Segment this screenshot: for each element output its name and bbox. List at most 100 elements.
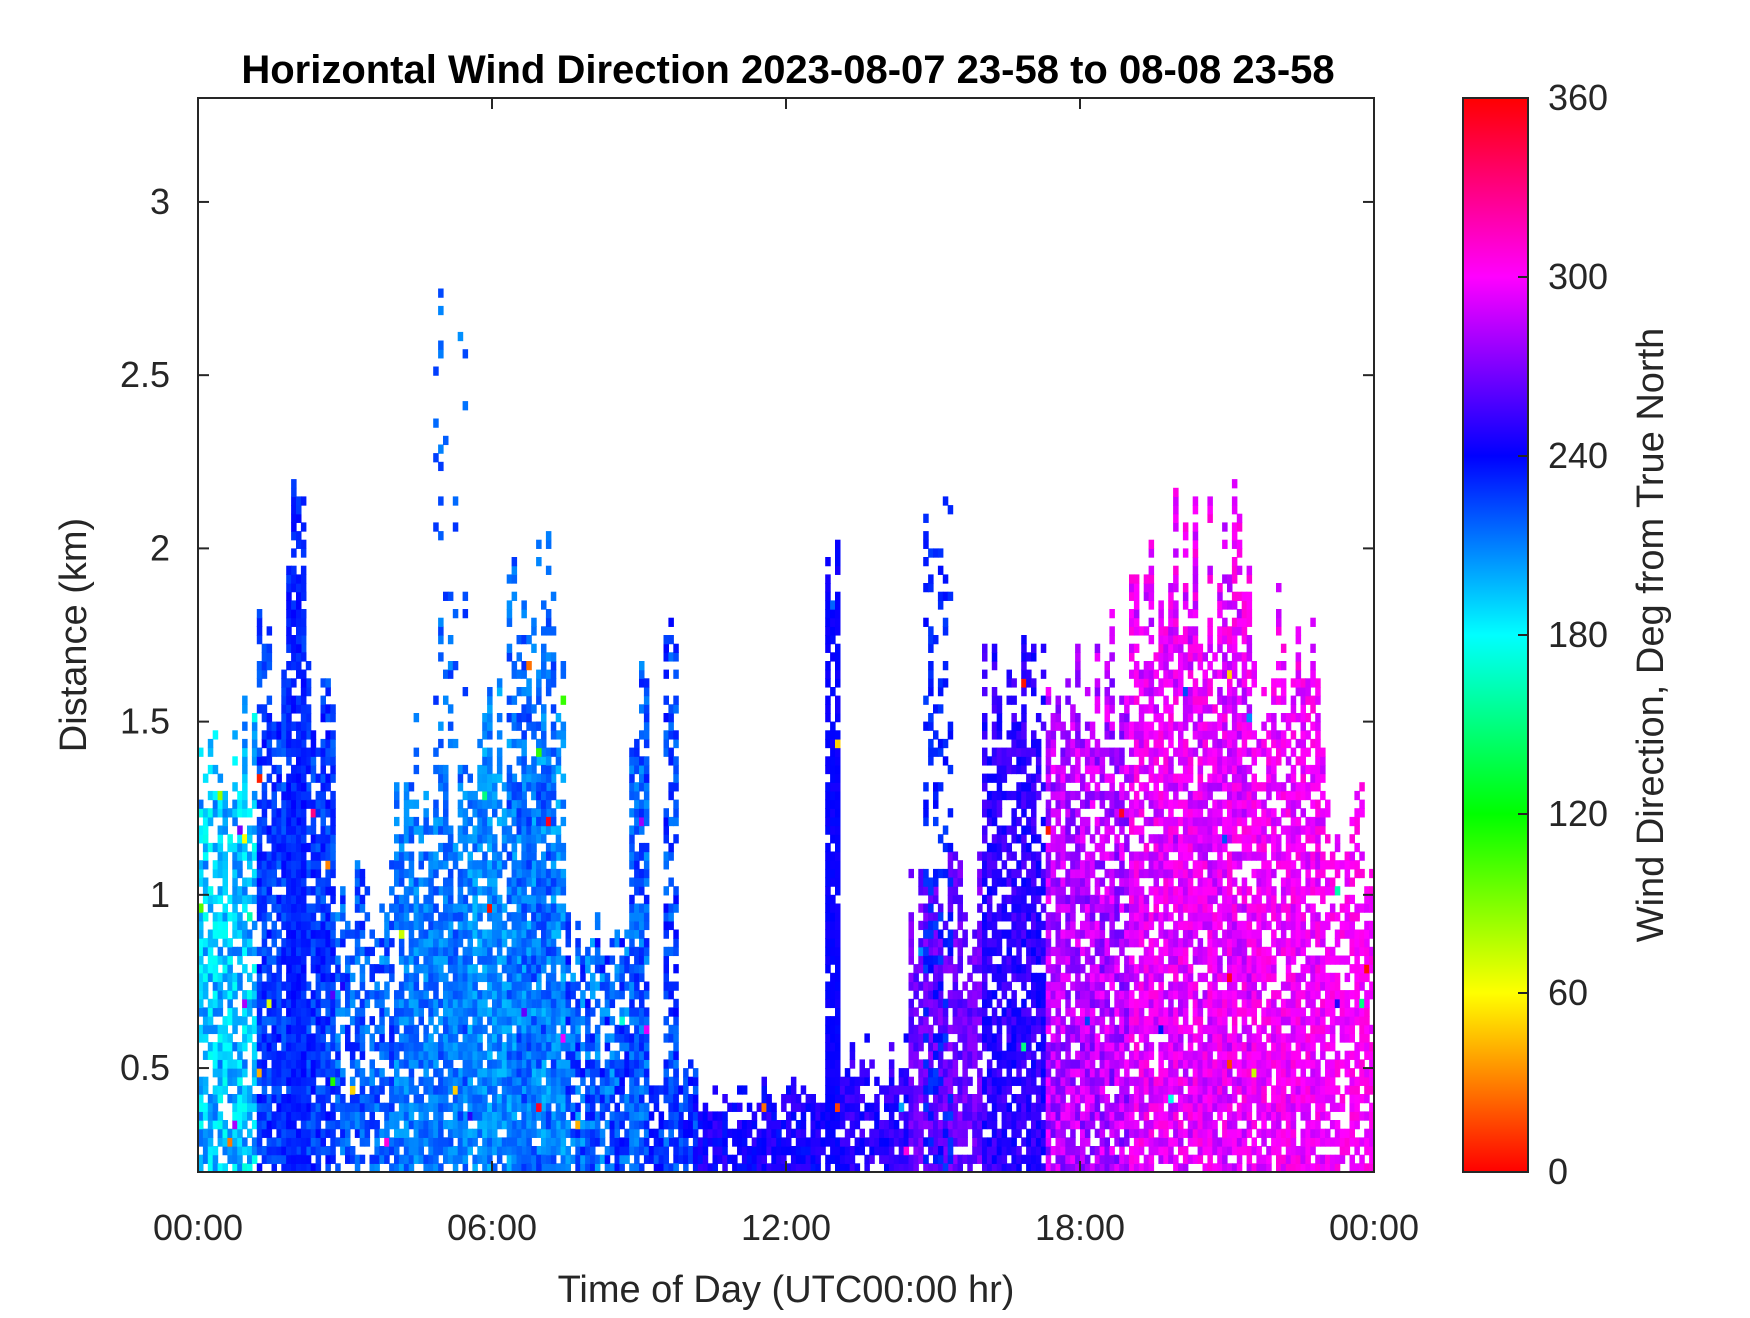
heatmap-cell-3526 xyxy=(614,1154,620,1164)
heatmap-cell-2322 xyxy=(482,1163,488,1173)
heatmap-cell-1503 xyxy=(359,964,366,974)
heatmap-cell-586 xyxy=(276,1068,282,1078)
heatmap-cell-4674 xyxy=(947,894,954,905)
heatmap-cell-1792 xyxy=(418,1146,424,1156)
heatmap-cell-4538 xyxy=(923,990,929,1000)
heatmap-cell-107 xyxy=(212,1024,219,1035)
heatmap-cell-2979 xyxy=(560,1068,567,1078)
heatmap-cell-1924 xyxy=(438,1111,444,1121)
heatmap-cell-3983 xyxy=(717,1137,723,1147)
heatmap-cell-2542 xyxy=(506,1024,513,1035)
heatmap-cell-4613 xyxy=(937,1068,944,1078)
heatmap-cell-2368 xyxy=(487,1128,493,1138)
heatmap-cell-3329 xyxy=(565,1120,571,1130)
heatmap-cell-1085 xyxy=(330,1076,336,1086)
heatmap-cell-2847 xyxy=(541,713,547,723)
heatmap-cell-3054 xyxy=(511,842,518,853)
heatmap-cell-378 xyxy=(251,920,258,931)
heatmap-cell-2251 xyxy=(472,1102,478,1112)
heatmap-cell-1171 xyxy=(286,661,292,671)
heatmap-cell-366 xyxy=(251,1076,258,1086)
heatmap-cell-4520 xyxy=(918,886,924,896)
heatmap-cell-1977 xyxy=(443,894,449,905)
heatmap-cell-514 xyxy=(266,877,273,887)
heatmap-cell-2332 xyxy=(482,1076,488,1086)
heatmap-cell-1746 xyxy=(408,903,415,913)
heatmap-cell-274 xyxy=(237,1042,243,1052)
heatmap-cell-2373 xyxy=(487,1076,493,1086)
heatmap-cell-364 xyxy=(251,1102,258,1112)
heatmap-cell-232 xyxy=(232,1076,238,1086)
heatmap-cell-403 xyxy=(256,1059,263,1069)
heatmap-cell-73 xyxy=(207,1050,214,1060)
heatmap-cell-2097 xyxy=(462,1128,469,1138)
heatmap-cell-1234 xyxy=(291,661,297,671)
heatmap-cell-4428 xyxy=(898,1163,905,1173)
heatmap-cell-374 xyxy=(251,990,258,1000)
heatmap-cell-381 xyxy=(251,868,258,879)
heatmap-cell-1362 xyxy=(300,747,307,757)
heatmap-cell-4759 xyxy=(967,1120,973,1130)
heatmap-cell-646 xyxy=(281,868,287,879)
heatmap-cell-2124 xyxy=(462,825,469,835)
heatmap-cell-273 xyxy=(237,1050,243,1060)
heatmap-cell-4242 xyxy=(830,730,836,740)
heatmap-cell-4421 xyxy=(893,1154,900,1164)
heatmap-cell-932 xyxy=(310,816,317,827)
heatmap-cell-1579 xyxy=(384,1146,390,1156)
heatmap-cell-856 xyxy=(305,1146,312,1156)
heatmap-cell-4017 xyxy=(746,1163,753,1173)
heatmap-cell-3241 xyxy=(541,886,547,896)
heatmap-cell-4473 xyxy=(908,929,914,939)
heatmap-cell-1676 xyxy=(398,894,405,905)
heatmap-cell-3449 xyxy=(590,938,596,948)
heatmap-cell-3061 xyxy=(511,713,518,723)
heatmap-cell-420 xyxy=(256,868,263,879)
heatmap-cell-2767 xyxy=(531,764,537,775)
heatmap-cell-1845 xyxy=(423,894,429,905)
heatmap-cell-414 xyxy=(256,946,263,957)
heatmap-cell-2566 xyxy=(511,1146,518,1156)
heatmap-cell-2289 xyxy=(477,1094,483,1104)
heatmap-cell-1913 xyxy=(433,860,439,870)
heatmap-cell-3545 xyxy=(619,1163,625,1173)
heatmap-cell-4629 xyxy=(937,903,944,913)
heatmap-cell-270 xyxy=(237,1076,243,1086)
heatmap-cell-1016 xyxy=(320,808,326,818)
heatmap-cell-2149 xyxy=(438,444,444,454)
heatmap-cell-3563 xyxy=(619,972,625,983)
heatmap-cell-4810 xyxy=(977,1016,983,1026)
heatmap-cell-3635 xyxy=(634,1102,640,1112)
heatmap-cell-2844 xyxy=(541,738,547,749)
heatmap-cell-3996 xyxy=(727,1128,733,1138)
heatmap-cell-1524 xyxy=(369,1163,375,1173)
heatmap-cell-3369 xyxy=(575,1146,581,1156)
heatmap-cell-4489 xyxy=(913,1042,919,1052)
heatmap-cell-1287 xyxy=(296,825,302,835)
heatmap-cell-3513 xyxy=(609,1085,616,1095)
heatmap-cell-3613 xyxy=(629,903,635,913)
heatmap-cell-4466 xyxy=(908,1007,914,1017)
heatmap-cell-3196 xyxy=(536,1094,542,1104)
heatmap-cell-486 xyxy=(261,652,268,662)
heatmap-cell-4291 xyxy=(835,799,841,809)
heatmap-cell-2101 xyxy=(462,1085,469,1095)
heatmap-cell-3862 xyxy=(663,946,669,957)
heatmap-cell-1828 xyxy=(423,1068,429,1078)
heatmap-cell-3553 xyxy=(619,1076,625,1086)
heatmap-cell-3864 xyxy=(663,920,669,931)
heatmap-cell-684 xyxy=(286,1016,292,1026)
heatmap-cell-1771 xyxy=(413,998,420,1009)
heatmap-cell-421 xyxy=(256,860,263,870)
heatmap-cell-1000 xyxy=(320,964,326,974)
heatmap-cell-3225 xyxy=(541,1154,547,1164)
heatmap-cell-3198 xyxy=(536,1042,542,1052)
heatmap-cell-4485 xyxy=(913,1094,919,1104)
heatmap-cell-528 xyxy=(266,695,273,705)
heatmap-cell-3331 xyxy=(565,1094,571,1104)
heatmap-cell-2913 xyxy=(550,920,557,931)
heatmap-cell-15 xyxy=(198,981,204,991)
heatmap-cell-1379 xyxy=(300,548,307,558)
heatmap-cell-3682 xyxy=(639,1050,645,1060)
heatmap-cell-3775 xyxy=(653,1102,660,1112)
